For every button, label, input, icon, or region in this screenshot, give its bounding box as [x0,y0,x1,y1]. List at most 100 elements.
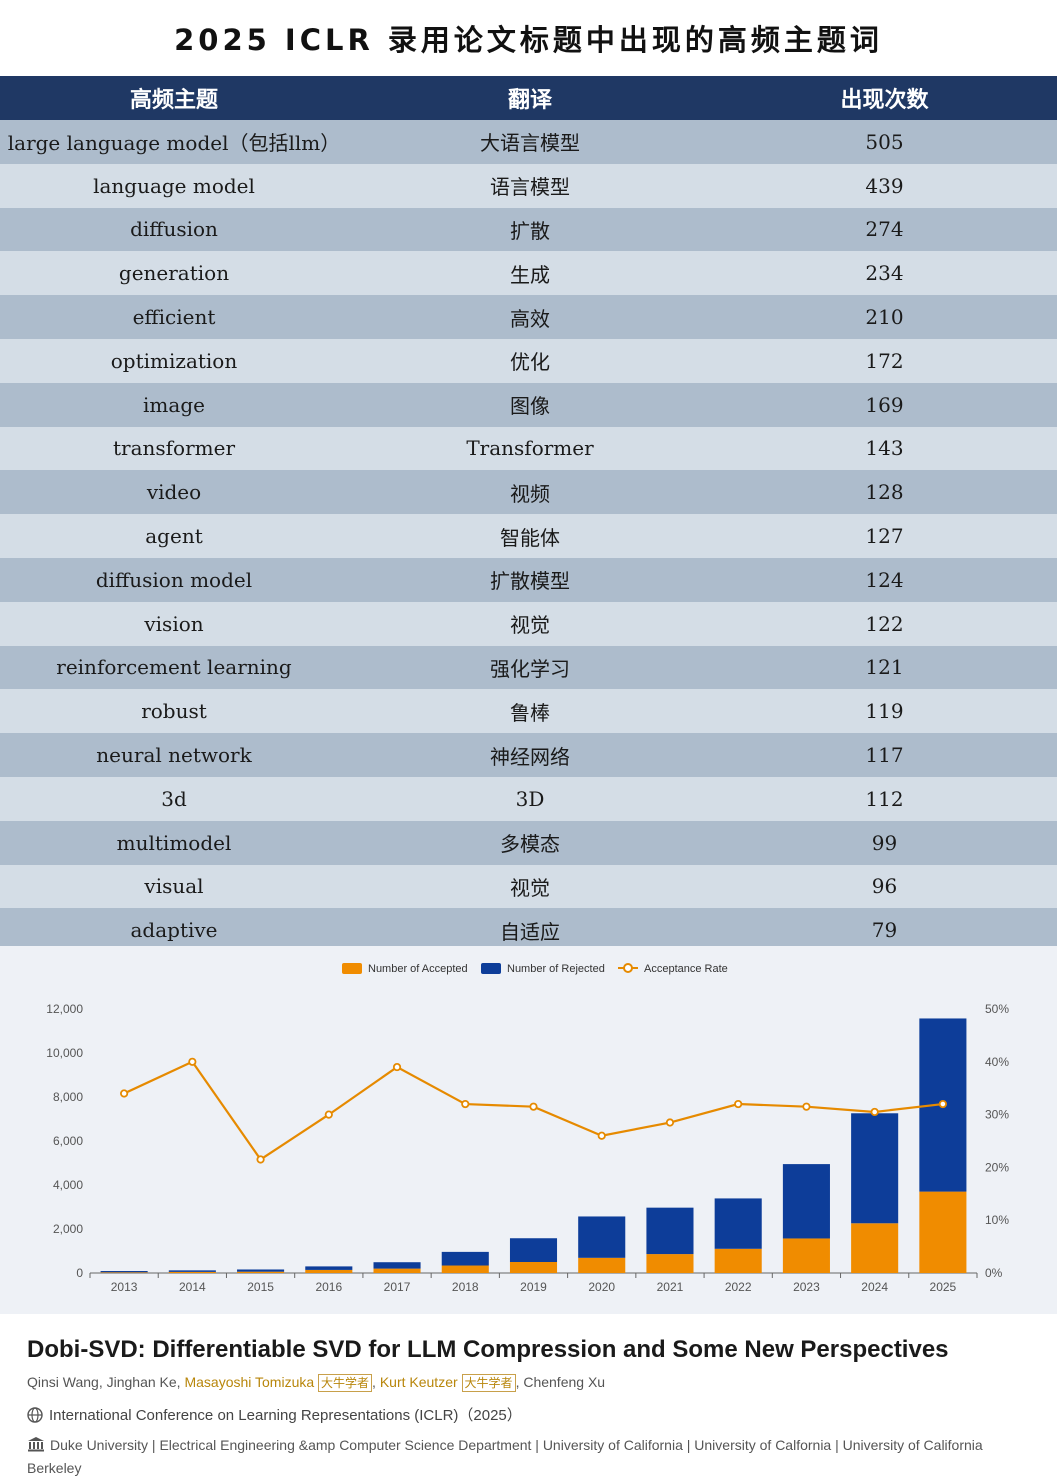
bar-rejected [646,1207,694,1255]
translation-cell: 生成 [510,262,550,287]
author-names: Qinsi Wang, Jinghan Ke, [27,1374,185,1390]
acceptance-rate-point [938,1099,947,1109]
term-cell: vision [144,611,204,636]
acceptance-rate-point [392,1062,402,1072]
translation-cell: Transformer [466,436,594,461]
y-tick-label: 4,000 [53,1178,83,1192]
y2-tick-label: 0% [985,1266,1003,1280]
count-cell: 119 [865,699,904,724]
acceptance-rate-point [324,1110,333,1119]
bar-accepted [305,1269,353,1273]
bar-rejected [305,1266,353,1270]
bar-rejected [237,1269,285,1272]
table-row: transformer Transformer 143 [0,426,1057,471]
bar-accepted [441,1265,489,1273]
translation-cell: 大语言模型 [480,131,580,156]
count-cell: 274 [865,217,904,242]
bar-rejected [851,1113,899,1224]
bar-rejected [509,1238,558,1262]
acceptance-rate-point [461,1099,470,1109]
translation-cell: 扩散模型 [490,569,570,594]
table-row: 3d 3D 112 [0,776,1057,821]
term-cell: robust [141,699,207,724]
acceptance-rate-point [120,1089,129,1098]
table-row: adaptive 自适应 79 [0,908,1057,953]
count-cell: 96 [871,874,898,899]
count-cell: 117 [865,743,904,768]
term-cell: language model [93,173,255,198]
legend-swatch [623,963,633,973]
count-cell: 122 [865,611,904,636]
term-cell: efficient [132,305,216,330]
count-cell: 210 [865,305,904,330]
count-cell: 439 [865,173,904,198]
y-tick-label: 8,000 [53,1090,83,1104]
count-cell: 172 [865,348,904,373]
count-cell: 121 [865,655,904,680]
bar-rejected [441,1251,489,1266]
acceptance-rate-point [256,1155,265,1164]
legend-label: Number of Rejected [507,963,605,975]
term-cell: visual [144,874,204,899]
header-count: 出现次数 [840,88,929,113]
x-tick-label: 2014 [179,1280,206,1294]
y-tick-label: 12,000 [46,1002,83,1016]
bar-rejected [168,1270,216,1272]
x-tick-label: 2023 [793,1280,820,1294]
paper-affiliation: Duke University | Electrical Engineering… [27,1434,1032,1480]
term-cell: video [146,480,202,505]
legend-swatch [342,963,362,974]
author-names: , Chenfeng Xu [515,1374,606,1390]
bar-accepted [646,1254,694,1273]
table-row: video 视频 128 [0,470,1057,515]
table-row: multimodel 多模态 99 [0,820,1057,865]
venue-text: International Conference on Learning Rep… [49,1407,522,1424]
paper-title[interactable]: Dobi-SVD: Differentiable SVD for LLM Com… [27,1336,949,1363]
table-row: diffusion model 扩散模型 124 [0,557,1057,602]
paper-authors: Qinsi Wang, Jinghan Ke, Masayoshi Tomizu… [27,1374,605,1392]
x-tick-label: 2016 [315,1280,342,1294]
header-term: 高频主题 [129,88,218,113]
bar-rejected [100,1271,148,1273]
table-row: generation 生成 234 [0,251,1057,296]
legend-swatch [481,963,501,974]
count-cell: 127 [865,524,904,549]
count-cell: 124 [865,567,904,592]
y2-tick-label: 20% [985,1160,1009,1174]
bar-accepted [714,1248,762,1273]
translation-cell: 图像 [510,394,550,419]
translation-cell: 视频 [510,481,550,506]
table-row: visual 视觉 96 [0,864,1057,909]
acceptance-rate-point [529,1102,538,1111]
bar-accepted [373,1268,421,1273]
author-link[interactable]: Masayoshi Tomizuka [184,1374,315,1390]
term-cell: generation [118,261,230,286]
translation-cell: 高效 [510,306,550,331]
table-body: large language model（包括llm） 大语言模型 505 langu… [0,120,1057,953]
x-tick-label: 2018 [452,1280,479,1294]
translation-cell: 智能体 [500,525,560,550]
header-translation: 翻译 [507,88,552,113]
count-cell: 143 [865,436,904,461]
table-row: vision 视觉 122 [0,601,1057,646]
author-link[interactable]: Kurt Keutzer [379,1374,458,1390]
chart-svg: Number of Accepted Number of Rejected Acce… [46,963,1009,1294]
bar-accepted [782,1238,830,1273]
bar-accepted [919,1191,967,1273]
acceptance-rate-point [665,1118,675,1127]
acceptance-rate-point [870,1107,879,1117]
bar-accepted [851,1223,899,1273]
acceptance-rate-point [188,1057,197,1066]
translation-cell: 强化学习 [490,656,570,681]
table-row: language model 语言模型 439 [0,163,1057,208]
bar-accepted [509,1262,558,1273]
translation-cell: 视觉 [510,875,550,900]
y-tick-label: 6,000 [53,1134,83,1148]
term-cell: optimization [110,348,238,373]
acceptance-rate-point [734,1099,743,1109]
x-tick-label: 2017 [384,1280,411,1294]
legend-label: Number of Accepted [368,963,468,975]
y2-tick-label: 40% [985,1055,1009,1069]
acceptance-rate-point [597,1131,606,1140]
x-tick-label: 2020 [588,1280,615,1294]
